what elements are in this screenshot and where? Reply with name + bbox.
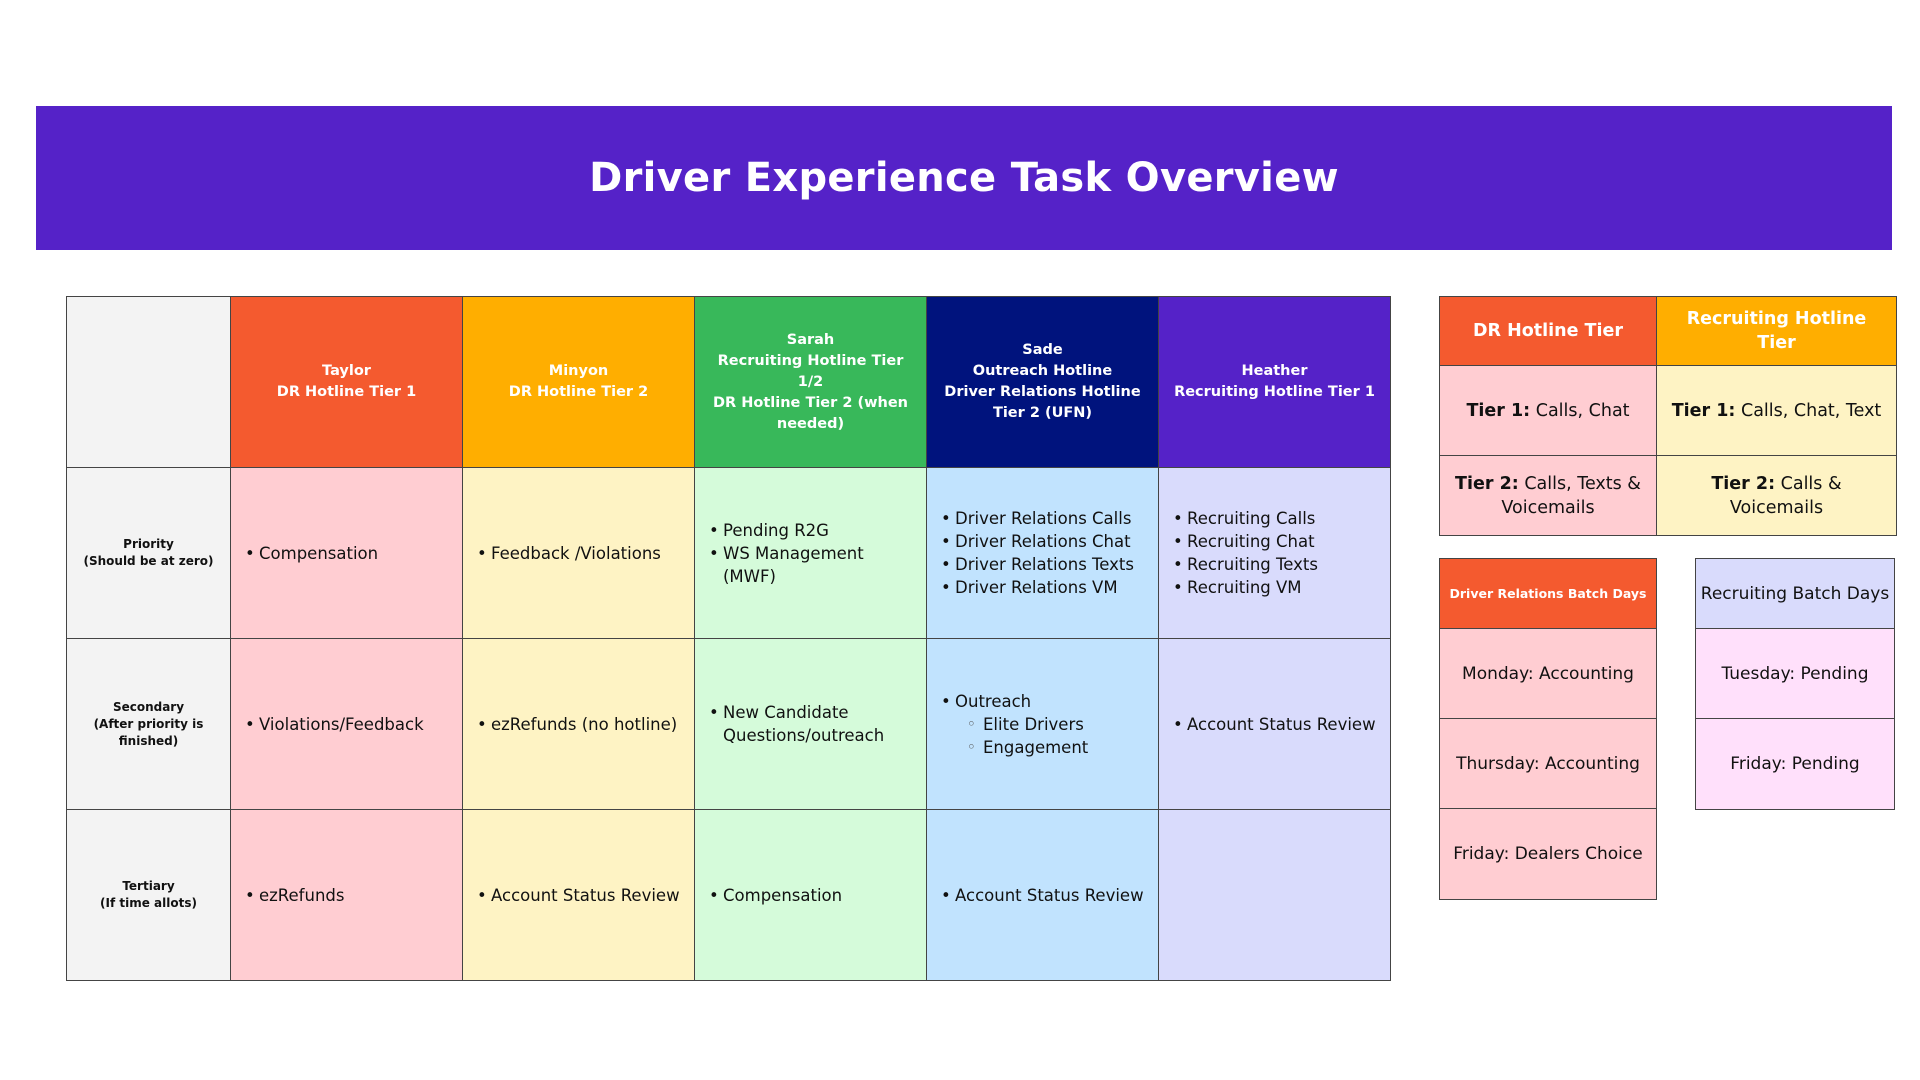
task-item: Recruiting Chat bbox=[1173, 530, 1318, 553]
task-item: Recruiting Texts bbox=[1173, 553, 1318, 576]
batch-header: Recruiting Batch Days bbox=[1696, 559, 1894, 629]
person-role: Recruiting Hotline Tier 1/2 bbox=[717, 352, 904, 390]
recruiting-batch-days: Recruiting Batch Days Tuesday: Pending F… bbox=[1695, 558, 1895, 810]
recruiting-tier-header: Recruiting Hotline Tier bbox=[1657, 297, 1897, 366]
task-cell: Pending R2G WS Management (MWF) bbox=[695, 468, 927, 639]
hotline-tier-table: DR Hotline Tier Recruiting Hotline Tier … bbox=[1439, 296, 1897, 536]
task-cell: Outreach Elite Drivers Engagement bbox=[927, 639, 1159, 810]
tier-channels: Calls, Texts & Voicemails bbox=[1501, 473, 1641, 518]
driver-relations-batch-days: Driver Relations Batch Days Monday: Acco… bbox=[1439, 558, 1657, 900]
row-sublabel: (If time allots) bbox=[100, 896, 197, 910]
tier-label: Tier 1: bbox=[1466, 400, 1531, 421]
task-item: Outreach Elite Drivers Engagement bbox=[941, 690, 1088, 759]
column-header-sade: Sade Outreach Hotline Driver Relations H… bbox=[927, 297, 1159, 468]
batch-day: Friday: Dealers Choice bbox=[1440, 809, 1656, 899]
task-item: Account Status Review bbox=[477, 884, 680, 907]
person-name: Minyon bbox=[548, 363, 609, 379]
batch-day: Friday: Pending bbox=[1696, 719, 1894, 809]
row-label-tertiary: Tertiary (If time allots) bbox=[67, 810, 231, 981]
tier-channels: Calls & Voicemails bbox=[1729, 473, 1842, 518]
row-label-priority: Priority (Should be at zero) bbox=[67, 468, 231, 639]
task-item: Pending R2G bbox=[709, 519, 916, 542]
batch-day: Thursday: Accounting bbox=[1440, 719, 1656, 809]
task-cell: Recruiting Calls Recruiting Chat Recruit… bbox=[1159, 468, 1391, 639]
task-item: Violations/Feedback bbox=[245, 713, 424, 736]
task-cell: Violations/Feedback bbox=[231, 639, 463, 810]
column-header-minyon: Minyon DR Hotline Tier 2 bbox=[463, 297, 695, 468]
batch-header: Driver Relations Batch Days bbox=[1440, 559, 1656, 629]
tier-label: Tier 1: bbox=[1671, 400, 1736, 421]
task-item: Driver Relations Chat bbox=[941, 530, 1134, 553]
row-label: Tertiary bbox=[122, 879, 175, 893]
dr-tier-header: DR Hotline Tier bbox=[1440, 297, 1657, 366]
task-cell: Compensation bbox=[231, 468, 463, 639]
page-title: Driver Experience Task Overview bbox=[589, 155, 1339, 201]
task-item: Compensation bbox=[245, 542, 378, 565]
task-item: Account Status Review bbox=[1173, 713, 1376, 736]
person-role: Outreach Hotline bbox=[972, 363, 1113, 379]
person-role: DR Hotline Tier 2 bbox=[508, 384, 649, 400]
task-item: Driver Relations Calls bbox=[941, 507, 1134, 530]
task-cell: Account Status Review bbox=[463, 810, 695, 981]
task-cell: Feedback /Violations bbox=[463, 468, 695, 639]
row-label: Priority bbox=[123, 537, 174, 551]
task-cell: ezRefunds bbox=[231, 810, 463, 981]
task-cell: ezRefunds (no hotline) bbox=[463, 639, 695, 810]
task-grid: Taylor DR Hotline Tier 1 Minyon DR Hotli… bbox=[66, 296, 1391, 981]
task-cell: Account Status Review bbox=[927, 810, 1159, 981]
tier-label: Tier 2: bbox=[1711, 473, 1776, 494]
task-item: Driver Relations VM bbox=[941, 576, 1134, 599]
task-item: ezRefunds bbox=[245, 884, 345, 907]
person-role: DR Hotline Tier 2 (when needed) bbox=[713, 394, 908, 432]
tier-channels: Calls, Chat, Text bbox=[1735, 400, 1882, 421]
tier-channels: Calls, Chat bbox=[1530, 400, 1630, 421]
recruiting-tier2-cell: Tier 2: Calls & Voicemails bbox=[1657, 456, 1897, 536]
row-sublabel: (Should be at zero) bbox=[83, 554, 214, 568]
task-item: Recruiting VM bbox=[1173, 576, 1318, 599]
task-cell: Compensation bbox=[695, 810, 927, 981]
task-subitem: Elite Drivers bbox=[967, 713, 1088, 736]
person-name: Sade bbox=[1022, 342, 1063, 358]
task-item: Compensation bbox=[709, 884, 842, 907]
task-cell: Account Status Review bbox=[1159, 639, 1391, 810]
task-item: Recruiting Calls bbox=[1173, 507, 1318, 530]
column-header-sarah: Sarah Recruiting Hotline Tier 1/2 DR Hot… bbox=[695, 297, 927, 468]
task-cell-empty bbox=[1159, 810, 1391, 981]
row-sublabel: (After priority is finished) bbox=[93, 716, 204, 748]
row-label-secondary: Secondary (After priority is finished) bbox=[67, 639, 231, 810]
task-item: Driver Relations Texts bbox=[941, 553, 1134, 576]
task-item: WS Management (MWF) bbox=[709, 542, 916, 588]
person-role: Recruiting Hotline Tier 1 bbox=[1174, 384, 1375, 400]
column-header-taylor: Taylor DR Hotline Tier 1 bbox=[231, 297, 463, 468]
person-name: Taylor bbox=[322, 363, 371, 379]
task-cell: New Candidate Questions/outreach bbox=[695, 639, 927, 810]
batch-day: Tuesday: Pending bbox=[1696, 629, 1894, 719]
task-item: Feedback /Violations bbox=[477, 542, 661, 565]
dr-tier1-cell: Tier 1: Calls, Chat bbox=[1440, 366, 1657, 456]
task-item: Account Status Review bbox=[941, 884, 1144, 907]
row-label: Secondary bbox=[112, 699, 185, 714]
person-role: Driver Relations Hotline Tier 2 (UFN) bbox=[944, 384, 1141, 421]
column-header-heather: Heather Recruiting Hotline Tier 1 bbox=[1159, 297, 1391, 468]
task-item-label: Outreach bbox=[955, 691, 1032, 711]
task-item: New Candidate Questions/outreach bbox=[709, 701, 916, 747]
task-cell: Driver Relations Calls Driver Relations … bbox=[927, 468, 1159, 639]
person-role: DR Hotline Tier 1 bbox=[276, 384, 417, 400]
recruiting-tier1-cell: Tier 1: Calls, Chat, Text bbox=[1657, 366, 1897, 456]
dr-tier2-cell: Tier 2: Calls, Texts & Voicemails bbox=[1440, 456, 1657, 536]
task-subitem: Engagement bbox=[967, 736, 1088, 759]
person-name: Heather bbox=[1241, 363, 1308, 379]
person-name: Sarah bbox=[786, 331, 835, 348]
tier-label: Tier 2: bbox=[1455, 473, 1519, 494]
corner-cell bbox=[67, 297, 231, 468]
task-item: ezRefunds (no hotline) bbox=[477, 713, 677, 736]
title-banner: Driver Experience Task Overview bbox=[36, 106, 1892, 250]
batch-day: Monday: Accounting bbox=[1440, 629, 1656, 719]
